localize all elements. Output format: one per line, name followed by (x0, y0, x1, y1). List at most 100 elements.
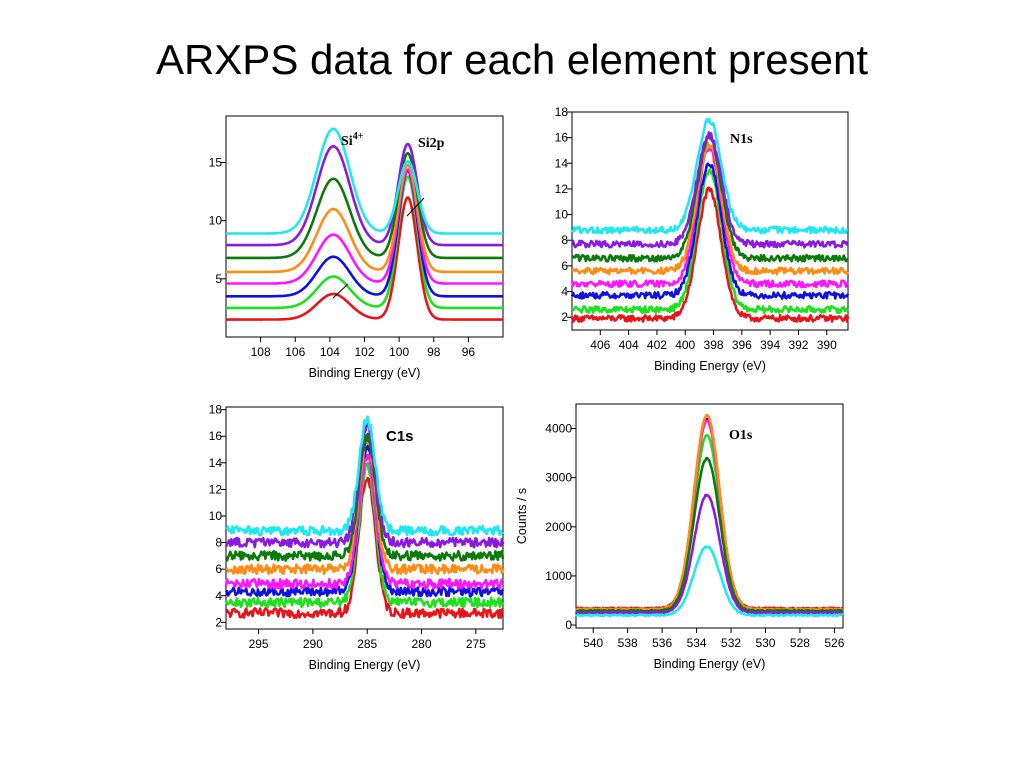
o1s-series-line (575, 418, 844, 614)
c1s-y-tick-label: 10 (209, 509, 223, 523)
n1s-x-tick-label: 402 (647, 338, 667, 352)
c1s-y-tick-label: 2 (215, 615, 222, 629)
o1s-series-line (575, 493, 844, 615)
n1s-y-tick-label: 14 (555, 156, 569, 170)
n1s-chart: 406 404 402 400 398 396 394 392 390 2 4 6 8 10 12 14 16 1… (555, 105, 850, 373)
si2p-series-line (225, 169, 504, 298)
n1s-series-line (570, 133, 849, 263)
si2p-x-tick-label: 108 (251, 345, 271, 359)
c1s-annotation: C1s (386, 428, 414, 445)
si2p-x-tick-label: 104 (320, 345, 340, 359)
si2p-series-line (225, 163, 504, 274)
o1s-x-axis-label: Binding Energy (eV) (654, 657, 766, 671)
n1s-x-tick-label: 390 (817, 338, 837, 352)
si2p-leader-line (406, 197, 425, 217)
c1s-x-tick-label: 285 (357, 637, 377, 651)
o1s-x-tick-label: 534 (687, 636, 707, 650)
c1s-series-line (225, 415, 504, 537)
o1s-y-axis-label: Counts / s (515, 488, 529, 544)
o1s-y-tick-label: 1000 (545, 569, 572, 583)
o1s-x-tick-label: 528 (790, 636, 810, 650)
n1s-x-tick-label: 392 (788, 338, 808, 352)
n1s-x-tick-label: 406 (590, 338, 610, 352)
n1s-y-tick-label: 16 (555, 131, 569, 145)
o1s-series-line (575, 417, 844, 611)
c1s-x-tick-label: 290 (303, 637, 323, 651)
c1s-x-tick-label: 295 (249, 637, 269, 651)
n1s-y-tick-label: 2 (561, 310, 568, 324)
si2p-x-tick-label: 100 (389, 345, 409, 359)
n1s-x-tick-label: 404 (619, 338, 639, 352)
c1s-frame (225, 406, 504, 630)
n1s-frame (571, 111, 849, 331)
si2p-x-tick-label: 96 (462, 345, 476, 359)
c1s-chart: 295 290 285 280 275 2 4 6 8 10 12 14 16 18 Binding Ene… (209, 403, 505, 672)
si2p-x-tick-label: 106 (285, 345, 305, 359)
o1s-series-line (575, 545, 844, 618)
c1s-series-line (224, 422, 505, 549)
c1s-series-line (224, 453, 504, 590)
n1s-y-tick-label: 10 (555, 208, 569, 222)
si2p-series-line (225, 142, 504, 247)
n1s-y-tick-label: 12 (555, 182, 569, 196)
c1s-x-tick-label: 280 (412, 637, 432, 651)
c1s-y-tick-label: 4 (215, 589, 222, 603)
c1s-y-tick-label: 6 (215, 562, 222, 576)
n1s-x-tick-label: 398 (704, 338, 724, 352)
o1s-x-tick-label: 540 (583, 636, 603, 650)
si2p-series-line (225, 196, 504, 321)
c1s-y-tick-label: 18 (209, 403, 223, 417)
o1s-y-tick-label: 4000 (545, 422, 572, 436)
si2p-y-tick-label: 10 (209, 214, 223, 228)
o1s-x-tick-label: 538 (618, 636, 638, 650)
n1s-series-line (571, 131, 850, 249)
c1s-series-line (225, 476, 505, 619)
n1s-annotation: N1s (730, 132, 753, 147)
si2p-y-tick-label: 15 (209, 156, 223, 170)
n1s-x-axis-label: Binding Energy (eV) (654, 359, 766, 373)
o1s-frame (575, 403, 844, 629)
o1s-annotation: O1s (729, 428, 753, 443)
si4-leader-line (332, 283, 349, 299)
n1s-x-tick-label: 396 (732, 338, 752, 352)
n1s-series-line (570, 186, 850, 323)
si2p-series-line (225, 127, 504, 235)
n1s-y-tick-label: 4 (561, 285, 568, 299)
o1s-x-tick-label: 526 (824, 636, 844, 650)
o1s-x-tick-label: 530 (755, 636, 775, 650)
n1s-y-tick-label: 8 (561, 233, 568, 247)
si2p-x-axis-label: Binding Energy (eV) (309, 366, 421, 380)
si2p-series-line (225, 175, 504, 310)
n1s-y-tick-label: 18 (555, 105, 569, 119)
si2p-annotation: Si4+ (341, 131, 364, 149)
o1s-series-line (575, 456, 844, 613)
n1s-series-line (570, 162, 850, 300)
n1s-x-tick-label: 394 (760, 338, 780, 352)
si2p-annotation: Si2p (418, 136, 445, 151)
n1s-series-line (571, 117, 849, 235)
c1s-series-line (224, 461, 505, 609)
c1s-x-tick-label: 275 (466, 637, 486, 651)
o1s-x-tick-label: 536 (652, 636, 672, 650)
c1s-x-axis-label: Binding Energy (eV) (309, 658, 421, 672)
si2p-chart: 108 106 104 102 100 98 96 5 10 15 Binding Energy (… (209, 115, 504, 380)
o1s-y-tick-label: 2000 (545, 520, 572, 534)
o1s-y-tick-label: 3000 (545, 471, 572, 485)
o1s-series-line (575, 419, 844, 613)
si2p-x-tick-label: 102 (354, 345, 374, 359)
o1s-series-line (575, 414, 844, 612)
c1s-y-tick-label: 8 (215, 536, 222, 550)
si2p-y-tick-label: 5 (215, 272, 222, 286)
si2p-series-line (225, 168, 504, 285)
c1s-series-line (224, 432, 505, 562)
n1s-series-line (571, 141, 850, 276)
c1s-y-tick-label: 16 (209, 429, 223, 443)
n1s-series-line (571, 168, 850, 314)
o1s-y-tick-label: 0 (565, 618, 572, 632)
o1s-x-tick-label: 532 (721, 636, 741, 650)
si2p-x-tick-label: 98 (427, 345, 441, 359)
c1s-y-tick-label: 12 (209, 482, 223, 496)
n1s-x-tick-label: 400 (675, 338, 695, 352)
n1s-y-tick-label: 6 (561, 259, 568, 273)
